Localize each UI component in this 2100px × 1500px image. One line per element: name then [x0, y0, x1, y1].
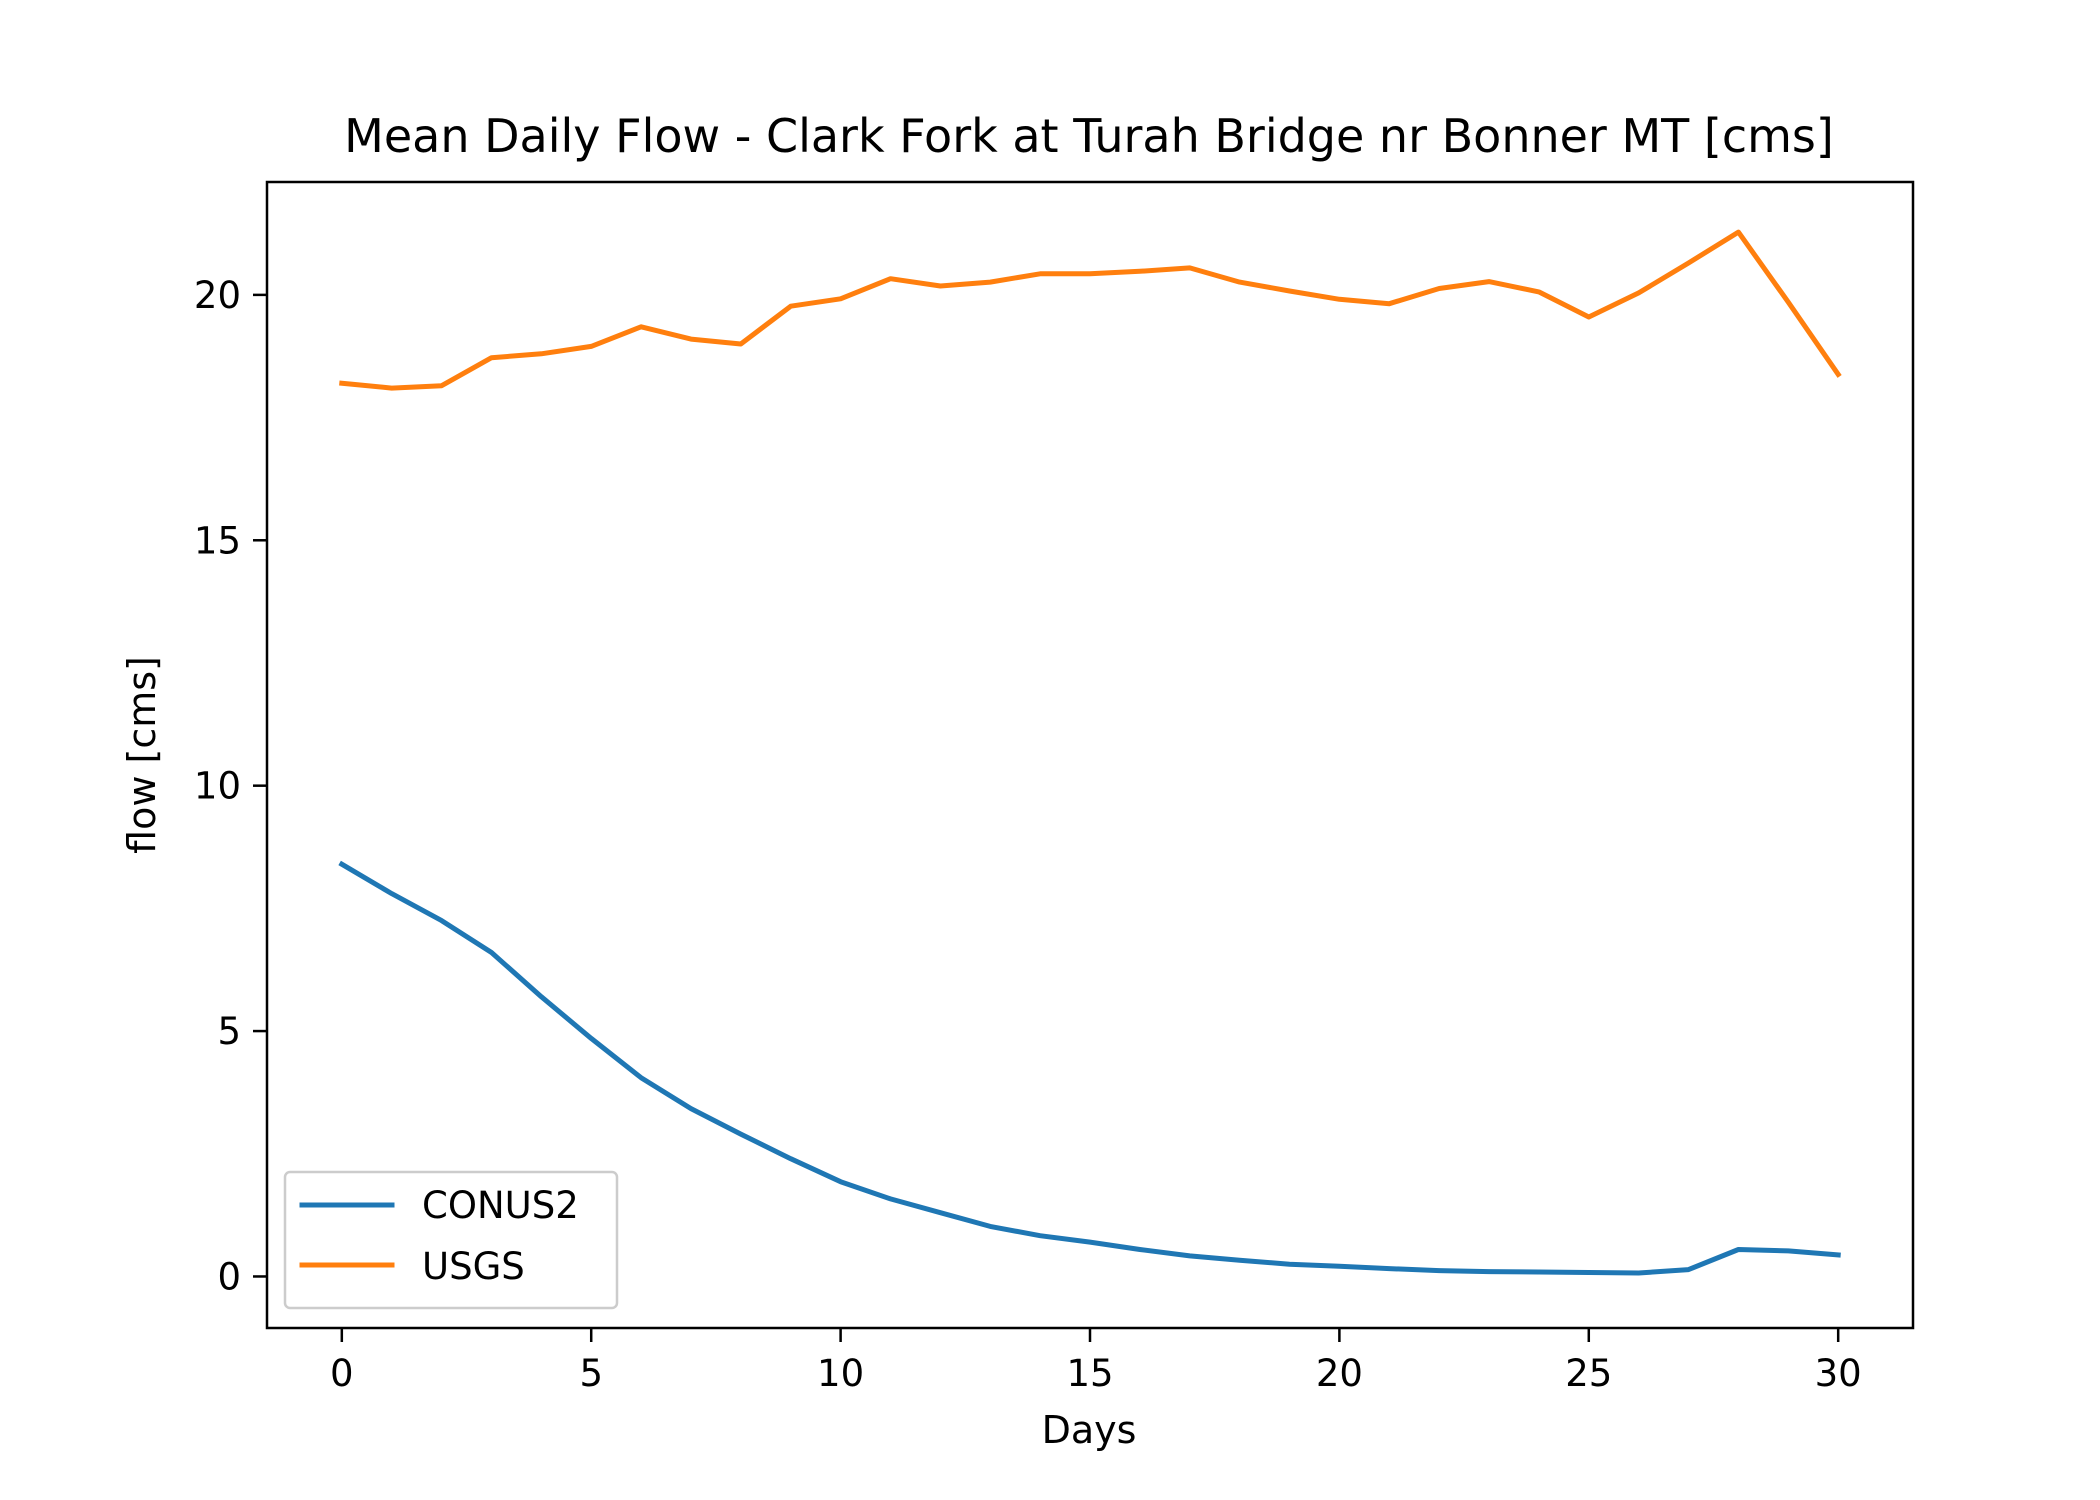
x-tick-label: 25: [1565, 1352, 1612, 1395]
legend-label-conus2: CONUS2: [422, 1184, 579, 1227]
y-tick-label: 10: [194, 765, 241, 808]
x-tick-label: 30: [1815, 1352, 1862, 1395]
legend-label-usgs: USGS: [422, 1245, 525, 1288]
chart-title: Mean Daily Flow - Clark Fork at Turah Br…: [344, 109, 1834, 163]
y-tick-label: 0: [217, 1255, 241, 1298]
x-axis-label: Days: [1042, 1408, 1137, 1452]
plot-area: [338, 229, 1842, 1276]
x-tick-label: 15: [1066, 1352, 1113, 1395]
y-tick-label: 5: [217, 1010, 241, 1053]
x-tick-label: 20: [1316, 1352, 1363, 1395]
y-tick-label: 20: [194, 274, 241, 317]
y-axis: 0 5 10 15 20: [194, 274, 267, 1298]
legend: CONUS2 USGS: [283, 1170, 619, 1310]
series-line-conus2: [338, 860, 1841, 1276]
x-tick-label: 10: [817, 1352, 864, 1395]
series-line-usgs: [339, 229, 1842, 391]
x-axis: 0 5 10 15 20 25 30: [330, 1328, 1862, 1395]
x-tick-label: 5: [579, 1352, 603, 1395]
y-axis-label: flow [cms]: [120, 656, 164, 854]
x-tick-label: 0: [330, 1352, 354, 1395]
y-tick-label: 15: [194, 519, 241, 562]
